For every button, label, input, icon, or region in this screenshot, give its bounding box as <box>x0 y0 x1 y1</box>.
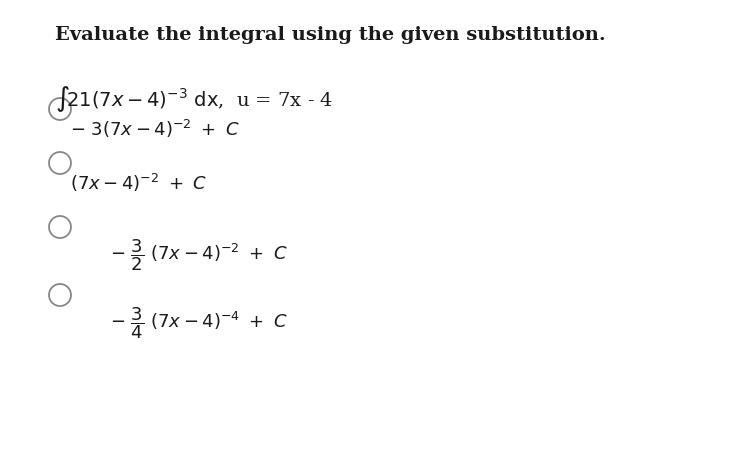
Text: $-\ \dfrac{3}{2}\ (7x - 4)^{-2}\ +\ C$: $-\ \dfrac{3}{2}\ (7x - 4)^{-2}\ +\ C$ <box>110 237 288 273</box>
Text: $-\ 3(7x - 4)^{-2}\ +\ C$: $-\ 3(7x - 4)^{-2}\ +\ C$ <box>70 118 240 140</box>
Text: $-\ \dfrac{3}{4}\ (7x - 4)^{-4}\ +\ C$: $-\ \dfrac{3}{4}\ (7x - 4)^{-4}\ +\ C$ <box>110 305 288 340</box>
Text: Evaluate the integral using the given substitution.: Evaluate the integral using the given su… <box>55 26 606 44</box>
Text: $(7x - 4)^{-2}\ +\ C$: $(7x - 4)^{-2}\ +\ C$ <box>70 172 207 194</box>
Text: $\int\!21(7x - 4)^{-3}\ \mathrm{dx}$,  u = 7x - 4: $\int\!21(7x - 4)^{-3}\ \mathrm{dx}$, u … <box>55 84 333 114</box>
